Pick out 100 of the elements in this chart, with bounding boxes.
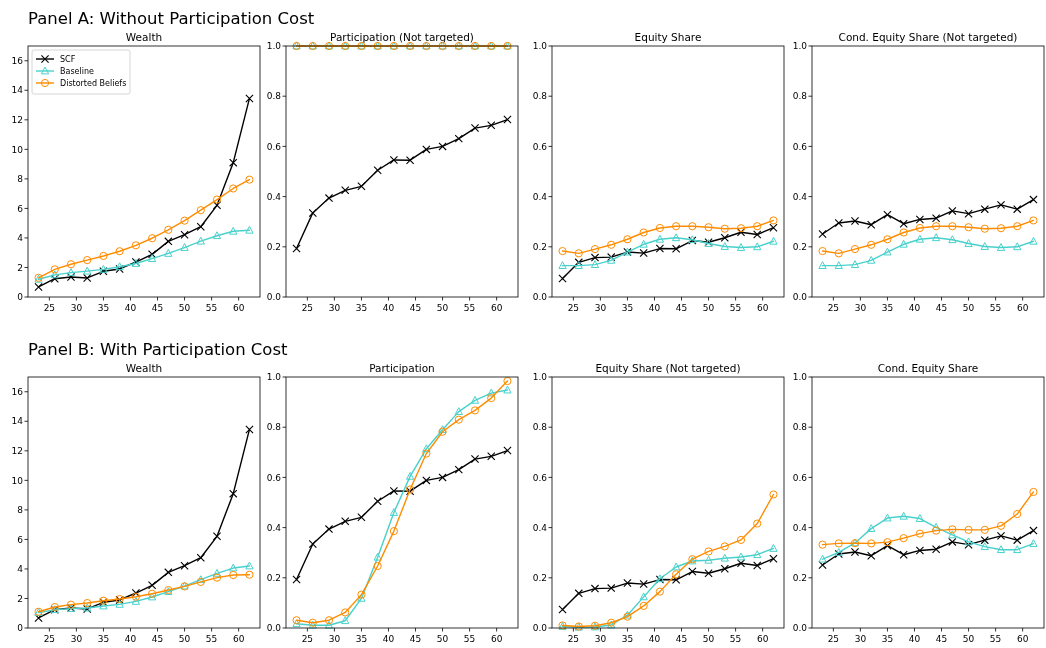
x-tick-label: 55 <box>205 303 218 313</box>
point <box>245 570 254 579</box>
point <box>454 134 463 143</box>
point <box>558 246 567 256</box>
x-tick-label: 45 <box>675 303 688 313</box>
point <box>655 234 664 243</box>
x-tick-label: 60 <box>1016 634 1029 644</box>
point <box>50 270 59 279</box>
x-tick-label: 40 <box>908 634 921 644</box>
x-tick-label: 45 <box>151 634 164 644</box>
y-tick-label: 0.8 <box>792 91 808 102</box>
y-tick-label: 0.6 <box>792 141 808 152</box>
x-tick-label: 40 <box>648 634 661 644</box>
point <box>867 255 876 264</box>
point <box>66 260 76 269</box>
x-tick-label: 60 <box>232 634 245 644</box>
x-tick-label: 40 <box>648 303 661 313</box>
point <box>704 555 713 564</box>
point <box>704 223 713 232</box>
x-tick-label: 40 <box>382 634 395 644</box>
point <box>996 200 1006 210</box>
point <box>996 224 1006 233</box>
x-tick-label: 45 <box>675 634 688 644</box>
point <box>422 145 431 154</box>
point <box>131 592 140 601</box>
point <box>818 246 827 256</box>
point <box>470 454 480 464</box>
y-tick-label: 14 <box>11 416 24 427</box>
point <box>503 446 512 455</box>
y-tick-label: 8 <box>17 174 24 185</box>
point <box>83 598 92 608</box>
point <box>964 525 973 534</box>
point <box>720 564 729 573</box>
point <box>899 228 908 237</box>
point <box>996 531 1006 541</box>
point <box>915 215 925 224</box>
y-tick-label: 10 <box>11 475 24 486</box>
point <box>769 236 778 245</box>
point <box>753 242 762 251</box>
point <box>818 554 827 563</box>
y-tick-label: 0.4 <box>266 522 282 533</box>
point <box>769 490 778 499</box>
y-tick-label: 8 <box>17 505 24 516</box>
point <box>980 205 989 214</box>
point <box>308 539 317 549</box>
chart-title: Cond. Equity Share (Not targeted) <box>838 31 1018 43</box>
point <box>867 240 876 249</box>
x-tick-label: 50 <box>436 303 449 313</box>
point <box>180 230 189 239</box>
point <box>229 226 238 235</box>
point <box>115 247 124 256</box>
point <box>899 219 908 228</box>
y-tick-label: 1.0 <box>532 372 548 383</box>
point <box>720 224 729 233</box>
chart-title: Equity Share <box>634 31 702 43</box>
x-tick-label: 55 <box>729 303 742 313</box>
point <box>66 600 76 609</box>
x-tick-label: 35 <box>355 634 368 644</box>
point <box>915 234 924 243</box>
chart-title: Wealth <box>125 31 163 43</box>
y-tick-label: 0.4 <box>266 191 282 202</box>
x-tick-label: 25 <box>567 634 580 644</box>
point <box>590 253 600 262</box>
x-tick-label: 55 <box>989 303 1002 313</box>
y-tick-label: 0.2 <box>266 241 281 252</box>
point <box>164 237 173 246</box>
point <box>704 569 713 578</box>
y-tick-label: 6 <box>17 203 24 214</box>
point <box>818 560 827 570</box>
point <box>736 224 746 233</box>
x-tick-label: 25 <box>43 634 56 644</box>
x-tick-label: 25 <box>301 634 314 644</box>
point <box>964 223 973 232</box>
x-tick-label: 35 <box>881 634 894 644</box>
point <box>180 216 189 225</box>
point <box>639 601 648 611</box>
point <box>180 561 189 570</box>
point <box>899 534 908 543</box>
point <box>341 616 350 625</box>
point <box>607 583 616 593</box>
x-tick-label: 50 <box>436 634 449 644</box>
point <box>671 575 681 584</box>
point <box>422 476 431 485</box>
point <box>245 175 254 184</box>
point <box>148 254 157 262</box>
legend-label: Distorted Beliefs <box>60 78 127 88</box>
x-tick-label: 35 <box>97 303 110 313</box>
y-tick-label: 14 <box>11 85 24 96</box>
point <box>736 243 746 251</box>
x-tick-label: 35 <box>97 634 110 644</box>
y-tick-label: 0.8 <box>532 422 548 433</box>
y-tick-label: 16 <box>11 386 24 397</box>
point <box>948 222 957 231</box>
point <box>883 513 892 522</box>
y-tick-label: 0 <box>17 623 24 634</box>
x-tick-label: 30 <box>854 303 867 313</box>
text: Panel A: Without Participation Cost <box>28 9 315 28</box>
y-tick-label: 0.0 <box>266 292 282 303</box>
point <box>389 508 398 516</box>
x-tick-label: 60 <box>756 634 769 644</box>
